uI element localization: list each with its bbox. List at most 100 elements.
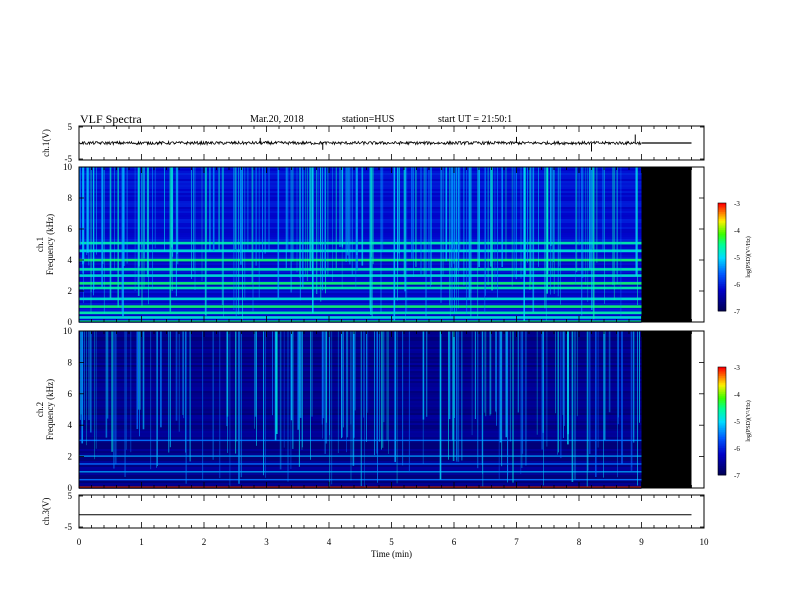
colorbar-cell: [718, 370, 726, 373]
colorbar-cell: [718, 467, 726, 470]
colorbar-cell: [718, 276, 726, 279]
sferic-streak: [309, 167, 312, 271]
colorbar-cell: [718, 453, 726, 456]
y-tick-label: 5: [68, 122, 73, 132]
sferic-streak: [403, 167, 406, 278]
sferic-streak: [107, 331, 109, 419]
sferic-streak: [202, 331, 204, 481]
sferic-streak: [322, 331, 323, 439]
spectrogram-row: [79, 429, 642, 431]
spectrogram-row: [79, 405, 642, 407]
sferic-streak: [92, 167, 94, 268]
sferic-streak: [312, 167, 314, 314]
frequency-band: [79, 455, 642, 457]
colorbar-cell: [718, 426, 726, 429]
frequency-band: [79, 274, 642, 277]
colorbar-cell: [718, 266, 726, 269]
sferic-streak: [88, 331, 90, 420]
sferic-streak: [429, 167, 431, 288]
spectrogram-row: [79, 331, 642, 333]
sferic-streak: [471, 331, 473, 436]
colorbar-cell: [718, 264, 726, 267]
no-data-region: [641, 331, 692, 488]
colorbar-tick-label: -7: [734, 472, 740, 480]
sferic-streak: [160, 331, 162, 428]
sferic-streak: [470, 167, 472, 317]
sferic-streak: [95, 331, 97, 449]
sferic-streak: [356, 167, 358, 255]
sferic-streak: [80, 331, 81, 420]
sferic-streak: [310, 331, 311, 460]
sferic-streak: [595, 331, 597, 477]
sferic-streak: [154, 167, 156, 249]
sferic-streak: [113, 331, 115, 469]
sferic-streak: [536, 331, 538, 435]
sferic-streak: [637, 331, 638, 486]
colorbar-cell: [718, 383, 726, 386]
sferic-streak: [355, 167, 357, 288]
sferic-streak: [495, 331, 497, 413]
sferic-streak: [603, 331, 604, 478]
sferic-streak: [557, 167, 559, 297]
colorbar-cell: [718, 419, 726, 422]
spectrogram-ch1: [79, 167, 692, 323]
colorbar-cell: [718, 417, 726, 420]
spectrogram-row: [79, 237, 642, 239]
sferic-streak: [555, 331, 556, 414]
sferic-streak: [134, 167, 136, 291]
colorbar-cell: [718, 253, 726, 256]
sferic-streak: [495, 331, 496, 412]
sferic-streak: [79, 167, 81, 246]
sferic-streak: [298, 331, 300, 467]
colorbar-cell: [718, 442, 726, 445]
sferic-streak: [497, 167, 498, 298]
sferic-streak: [290, 331, 292, 469]
colorbar-cell: [718, 397, 726, 400]
sferic-streak: [287, 331, 289, 482]
sferic-streak: [324, 167, 325, 276]
sferic-streak: [402, 331, 404, 466]
sferic-streak: [322, 167, 323, 291]
spectrogram-row: [79, 473, 642, 475]
sferic-streak: [138, 331, 139, 410]
sferic-streak: [226, 331, 229, 417]
spectrogram-row: [79, 217, 642, 219]
spectrogram-row: [79, 459, 642, 461]
sferic-streak: [363, 331, 365, 418]
sferic-streak: [445, 167, 448, 262]
baseline-band: [79, 486, 642, 488]
colorbar-cell: [718, 305, 726, 308]
colorbar-cell: [718, 307, 726, 310]
colorbar-cell: [718, 422, 726, 425]
sferic-streak: [169, 331, 171, 448]
y-tick-label: 10: [63, 162, 73, 172]
spectrogram-row: [79, 451, 642, 453]
sferic-streak: [557, 331, 558, 455]
spectrogram-row: [79, 403, 642, 405]
colorbar-cell: [718, 296, 726, 299]
sferic-streak: [126, 331, 127, 450]
frequency-band: [79, 478, 642, 481]
sferic-streak: [511, 167, 513, 287]
spectrogram-row: [79, 373, 642, 375]
sferic-streak: [345, 167, 347, 262]
spectrogram-row: [79, 483, 642, 485]
colorbar-cell: [718, 300, 726, 303]
spectrogram-row: [79, 409, 642, 411]
colorbar-tick-label: -5: [734, 254, 740, 262]
colorbar: -3 -4 -5 -6 -7 log(PSD)(V²/Hz): [717, 364, 752, 480]
start-time-label: start UT = 21:50:1: [438, 114, 513, 125]
colorbar-cell: [718, 404, 726, 407]
sferic-streak: [361, 167, 364, 266]
sferic-streak: [256, 331, 257, 446]
spectrogram-row: [79, 169, 642, 171]
spectrogram-row: [79, 381, 642, 383]
colorbar-cell: [718, 260, 726, 263]
spectrogram-row: [79, 457, 642, 459]
spectrogram-row: [79, 229, 642, 231]
spectrogram-row: [79, 369, 642, 371]
sferic-streak: [491, 167, 493, 291]
sferic-streak: [633, 331, 635, 443]
sferic-streak: [287, 167, 289, 250]
spectrogram-row: [79, 365, 642, 367]
